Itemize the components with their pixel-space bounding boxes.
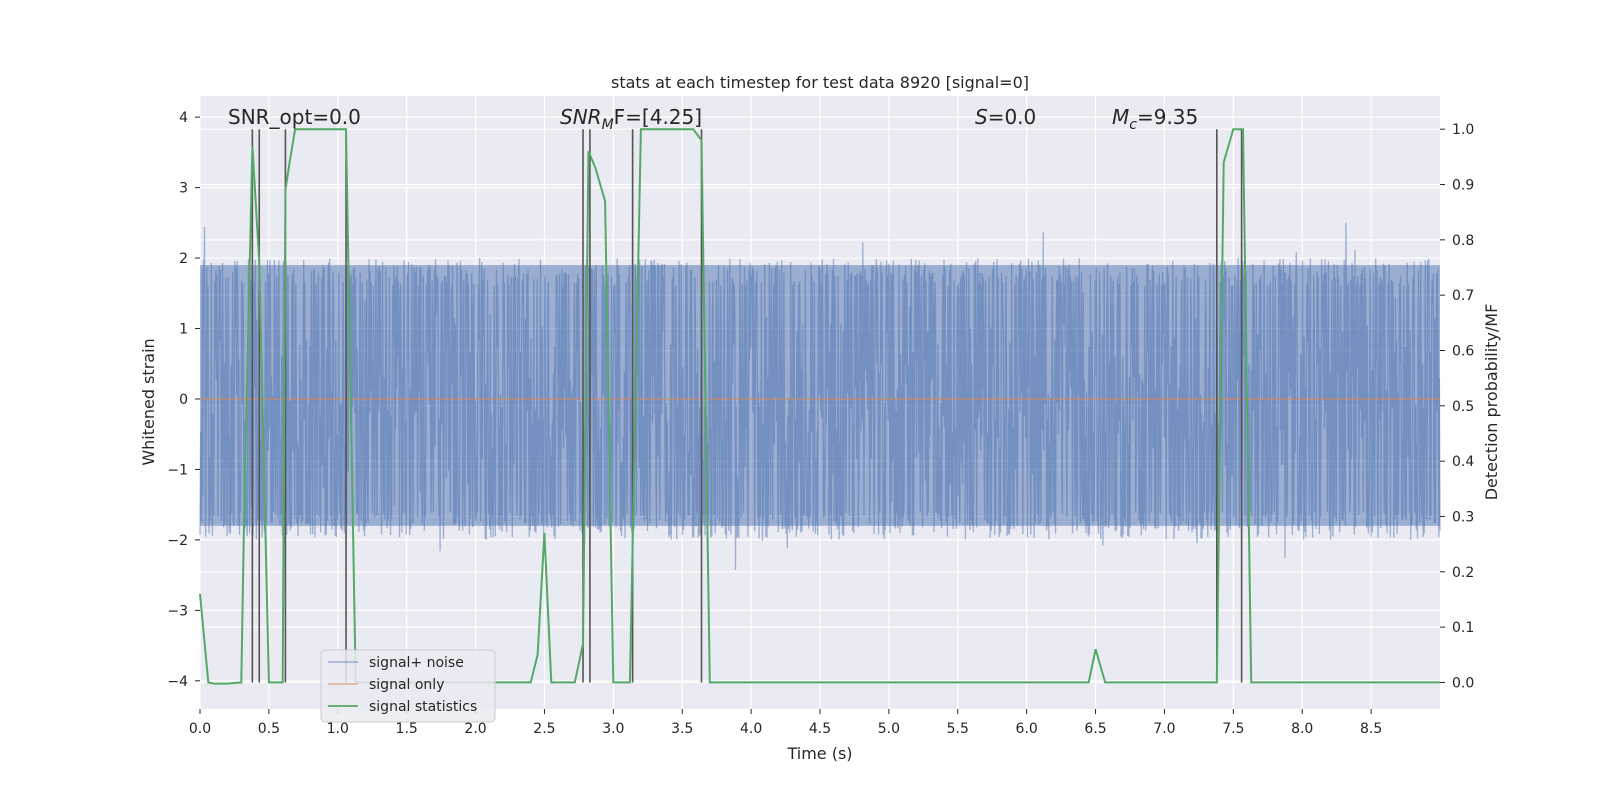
y-left-tick-label: −1: [167, 462, 188, 478]
x-tick-label: 4.5: [809, 721, 831, 737]
x-tick-label: 0.5: [258, 721, 280, 737]
y-left-tick-label: −2: [167, 533, 188, 549]
chart-title: stats at each timestep for test data 892…: [611, 73, 1029, 92]
y-left-tick-label: 1: [179, 322, 188, 338]
y-right-tick-label: 0.1: [1452, 620, 1474, 636]
x-axis-title: Time (s): [786, 744, 852, 763]
y-right-tick-label: 0.9: [1452, 178, 1474, 194]
legend-label-signal-noise: signal+ noise: [369, 655, 464, 671]
series-signal-statistics: [199, 128, 1440, 685]
y-right-tick-label: 0.5: [1452, 399, 1474, 415]
x-tick-label: 4.0: [740, 721, 762, 737]
annotation-s: S=0.0: [975, 105, 1036, 129]
y-right-tick-label: 0.7: [1452, 288, 1474, 304]
legend-box: [320, 649, 496, 723]
annotation-snr-mf: SNRMF=[4.25]: [560, 105, 702, 133]
x-axis-ticks: 0.0 0.5 1.0 1.5 2.0 2.5 3.0 3.5 4.0 4.5 5.0 5.5 6.0 6…: [189, 709, 1382, 737]
y-right-axis-ticks: 1.0 0.9 0.8 0.7 0.6 0.5 0.4 0.3 0.2 0.1 0.0: [1440, 122, 1474, 691]
x-tick-label: 6.5: [1084, 721, 1106, 737]
series-signal-noise: [199, 222, 1441, 571]
y-left-tick-label: −4: [167, 674, 188, 690]
legend-label-signal-statistics: signal statistics: [369, 699, 477, 715]
x-tick-label: 0.0: [189, 721, 211, 737]
annotation-snr-opt: SNR_opt=0.0: [228, 105, 361, 129]
x-tick-label: 7.0: [1153, 721, 1175, 737]
legend: signal+ noise signal only signal statist…: [320, 649, 496, 723]
x-tick-label: 2.0: [464, 721, 486, 737]
y-left-tick-label: 4: [179, 110, 188, 126]
x-tick-label: 8.0: [1291, 721, 1313, 737]
noise-core: [200, 265, 1440, 526]
y-left-tick-label: −3: [167, 603, 188, 619]
y-left-tick-label: 2: [179, 251, 188, 267]
y-right-tick-label: 0.2: [1452, 565, 1474, 581]
x-tick-label: 1.0: [327, 721, 349, 737]
x-tick-label: 1.5: [396, 721, 418, 737]
y-right-tick-label: 0.4: [1452, 454, 1474, 470]
x-tick-label: 5.5: [947, 721, 969, 737]
y-left-axis-title: Whitened strain: [139, 338, 158, 465]
y-right-tick-label: 1.0: [1452, 122, 1474, 138]
y-right-tick-label: 0.8: [1452, 233, 1474, 249]
y-left-tick-label: 0: [179, 392, 188, 408]
y-right-axis-title: Detection probability/MF: [1482, 304, 1501, 501]
signal-statistics-line: [199, 128, 1440, 685]
x-tick-label: 3.5: [671, 721, 693, 737]
legend-label-signal-only: signal only: [369, 677, 444, 693]
x-tick-label: 6.0: [1016, 721, 1038, 737]
y-left-tick-label: 3: [179, 181, 188, 197]
y-right-tick-label: 0.3: [1452, 509, 1474, 525]
y-right-tick-label: 0.6: [1452, 343, 1474, 359]
x-tick-label: 5.0: [878, 721, 900, 737]
x-tick-label: 8.5: [1360, 721, 1382, 737]
annotation-mc: Mc=9.35: [1112, 105, 1198, 133]
y-right-tick-label: 0.0: [1452, 675, 1474, 691]
y-left-axis-ticks: 4 3 2 1 0 −1 −2 −3 −4: [167, 110, 200, 690]
x-tick-label: 2.5: [533, 721, 555, 737]
x-tick-label: 7.5: [1222, 721, 1244, 737]
x-tick-label: 3.0: [602, 721, 624, 737]
